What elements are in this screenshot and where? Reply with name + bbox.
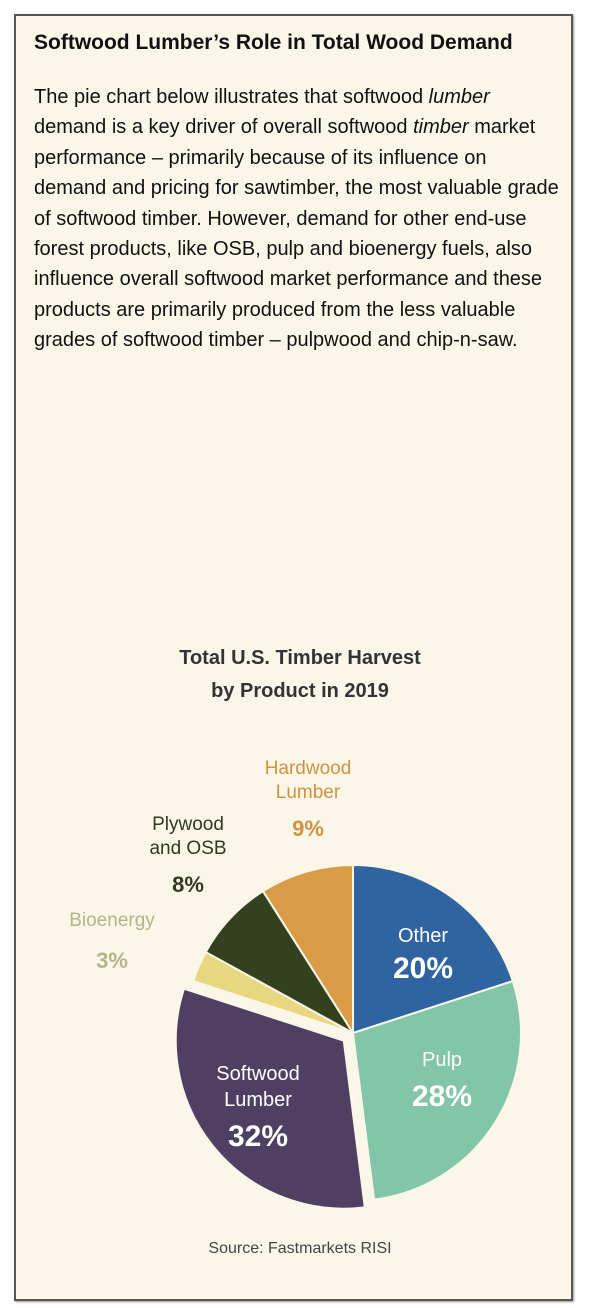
slice-label: Softwood	[216, 1063, 299, 1085]
slice-label: Hardwood	[265, 758, 352, 779]
chart-title-line2: by Product in 2019	[211, 680, 389, 702]
pie-slice-hardwood	[261, 863, 354, 1037]
text-column: Softwood Lumber’s Role in Total Wood Dem…	[34, 24, 562, 356]
slice-percent-label: 28%	[412, 1080, 472, 1113]
text: demand is a key driver of overall softwo…	[34, 116, 414, 139]
slice-label: Plywood	[152, 814, 224, 835]
slice-percent-label: 32%	[228, 1120, 288, 1153]
pie-slice-softwood	[174, 987, 366, 1210]
chart-title: Total U.S. Timber Harvest by Product in 2…	[100, 642, 500, 708]
pie-slice-other	[352, 863, 515, 1035]
emphasis-lumber: lumber	[428, 86, 490, 108]
pie-slice-pulp	[351, 979, 523, 1201]
slice-label: Pulp	[422, 1049, 462, 1071]
slice-percent-label: 3%	[96, 948, 128, 973]
slice-label: Bioenergy	[69, 910, 155, 931]
chart-source: Source: Fastmarkets RISI	[208, 1240, 392, 1257]
slice-label: Lumber	[276, 782, 341, 803]
text: The pie chart below illustrates that sof…	[34, 86, 429, 108]
body-paragraph: The pie chart below illustrates that sof…	[34, 82, 562, 356]
slice-label: and OSB	[149, 838, 226, 859]
emphasis-timber: timber	[413, 116, 469, 139]
slice-percent-label: 20%	[393, 952, 453, 985]
heading: Softwood Lumber’s Role in Total Wood Dem…	[34, 31, 513, 54]
slice-label: Lumber	[224, 1089, 292, 1111]
slice-percent-label: 8%	[172, 872, 204, 897]
slice-label: Other	[398, 925, 448, 947]
chart-title-line1: Total U.S. Timber Harvest	[179, 647, 421, 669]
text: market performance – primarily because o…	[34, 116, 559, 352]
slice-percent-label: 9%	[292, 816, 324, 841]
